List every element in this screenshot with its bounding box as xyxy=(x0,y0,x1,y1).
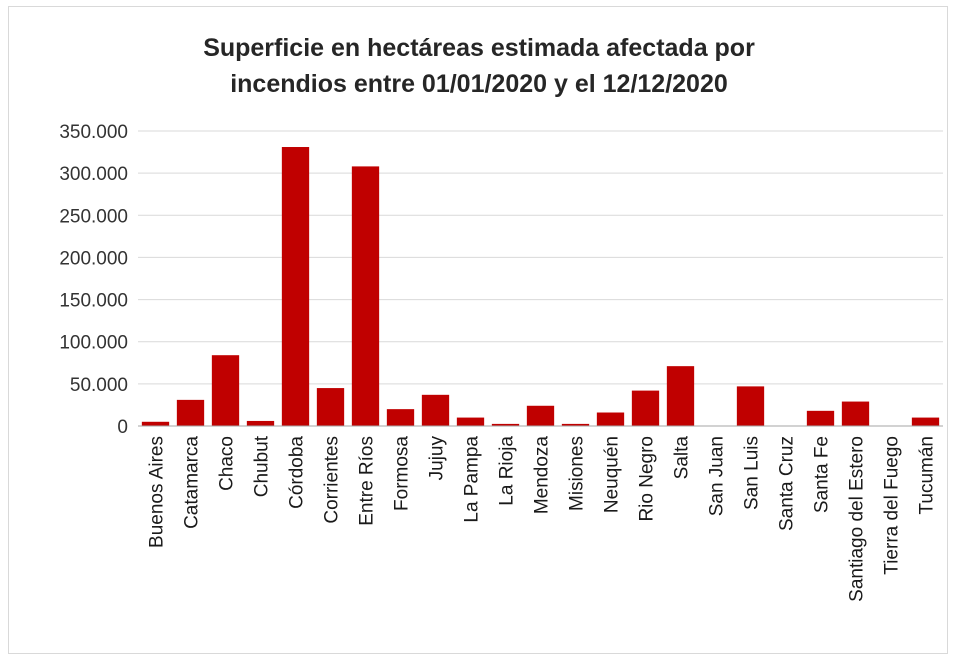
x-tick-label: Mendoza xyxy=(532,436,553,515)
y-tick-label: 150.000 xyxy=(59,291,128,312)
y-tick-label: 100.000 xyxy=(59,333,128,354)
bar xyxy=(526,405,555,426)
x-tick-label: Tucumán xyxy=(917,436,938,515)
x-tick-label: Misiones xyxy=(567,436,588,511)
bar xyxy=(316,388,345,426)
x-tick-label: Santa Fe xyxy=(812,436,833,513)
bar xyxy=(841,401,870,426)
bar xyxy=(631,390,660,426)
x-tick-label: Santa Cruz xyxy=(777,436,798,531)
x-tick-label: Salta xyxy=(672,436,693,480)
y-tick-label: 350.000 xyxy=(59,122,128,143)
x-tick-label: Chubut xyxy=(252,435,273,497)
bar xyxy=(911,417,940,426)
x-tick-label: Catamarca xyxy=(182,436,203,529)
bar xyxy=(351,166,380,426)
bar xyxy=(386,409,415,426)
bar xyxy=(491,423,520,426)
x-tick-label: San Juan xyxy=(707,436,728,516)
bar xyxy=(806,410,835,426)
bar xyxy=(246,420,275,426)
chart-title-line-2: incendios entre 01/01/2020 y el 12/12/20… xyxy=(230,70,728,98)
x-tick-label: Córdoba xyxy=(287,436,308,509)
bar xyxy=(141,421,170,426)
y-tick-label: 300.000 xyxy=(59,164,128,185)
chart-title-line-1: Superficie en hectáreas estimada afectad… xyxy=(203,34,755,62)
bar xyxy=(281,147,310,426)
bar xyxy=(176,399,205,426)
x-tick-label: Santiago del Estero xyxy=(847,436,868,602)
x-tick-label: Entre Ríos xyxy=(357,436,378,526)
y-tick-label: 200.000 xyxy=(59,248,128,269)
x-tick-label: Formosa xyxy=(392,436,413,511)
y-tick-label: 0 xyxy=(117,417,128,438)
bar xyxy=(666,366,695,426)
y-tick-label: 50.000 xyxy=(70,375,128,396)
bar xyxy=(456,417,485,426)
bar xyxy=(211,355,240,426)
chart-title: Superficie en hectáreas estimada afectad… xyxy=(0,30,958,102)
x-tick-label: Jujuy xyxy=(427,436,448,481)
bar xyxy=(421,394,450,426)
bar xyxy=(561,423,590,426)
y-tick-label: 250.000 xyxy=(59,206,128,227)
x-tick-label: Corrientes xyxy=(322,436,343,524)
x-tick-label: Rio Negro xyxy=(637,436,658,522)
x-tick-label: Chaco xyxy=(217,436,238,491)
x-tick-label: La Pampa xyxy=(462,436,483,523)
x-tick-label: Neuquén xyxy=(602,436,623,513)
x-tick-label: San Luis xyxy=(742,436,763,510)
x-tick-label: Buenos Aires xyxy=(147,436,168,548)
x-tick-label: Tierra del Fuego xyxy=(882,436,903,575)
chart-frame xyxy=(8,6,948,654)
x-tick-label: La Rioja xyxy=(497,436,518,506)
bar xyxy=(596,412,625,426)
bar xyxy=(736,386,765,426)
